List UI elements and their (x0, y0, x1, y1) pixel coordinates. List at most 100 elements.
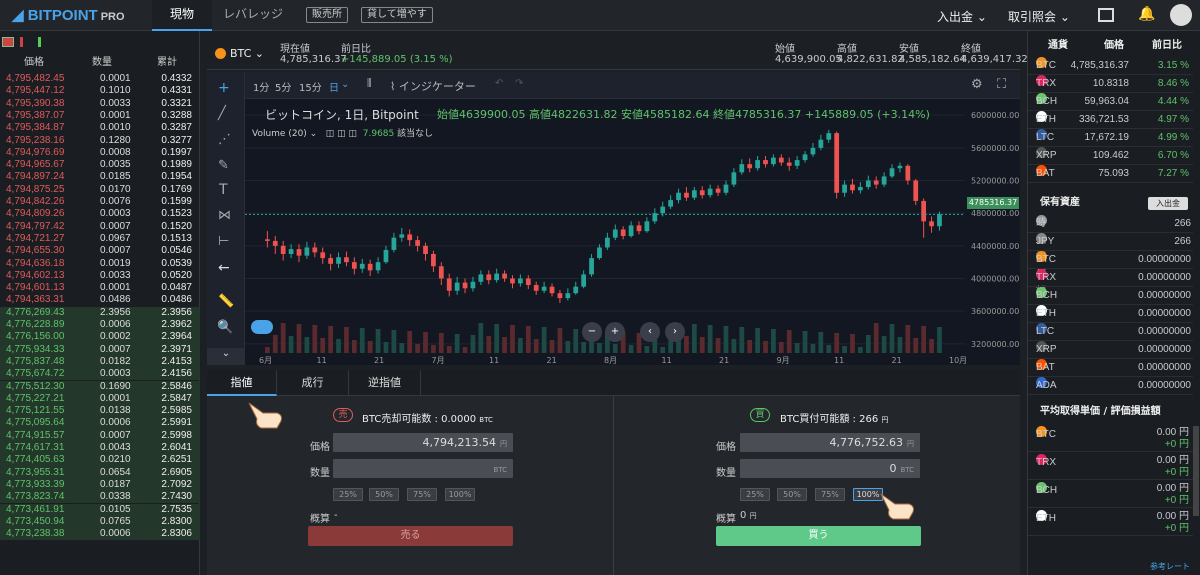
ask-row[interactable]: 4,794,842.26 0.0076 0.1599 (0, 196, 200, 209)
scroll-left-icon[interactable]: ‹ (640, 322, 660, 342)
zoom-in-icon[interactable]: + (605, 322, 625, 342)
buy-pct-50[interactable]: 50% (777, 488, 807, 501)
interval-1m[interactable]: 1分 (253, 83, 270, 94)
sell-qty-input[interactable]: BTC (333, 459, 513, 478)
buy-price-input[interactable]: 4,776,752.63 円 (740, 433, 920, 452)
rate-row[interactable]: BTC 4,785,316.37 3.15 % (1028, 57, 1193, 75)
book-sell-icon[interactable] (20, 37, 32, 47)
tab-market[interactable]: 成行 (277, 370, 349, 396)
ask-row[interactable]: 4,794,655.30 0.0007 0.0546 (0, 245, 200, 258)
sell-pct-50[interactable]: 50% (369, 488, 399, 501)
ask-row[interactable]: 4,794,965.67 0.0035 0.1989 (0, 159, 200, 172)
brush-icon[interactable]: ✎ (218, 158, 229, 173)
ask-row[interactable]: 4,794,809.26 0.0003 0.1523 (0, 208, 200, 221)
bid-row[interactable]: 4,775,934.33 0.0007 2.3971 (0, 343, 200, 356)
tab-stop[interactable]: 逆指値 (349, 370, 421, 396)
scrollbar[interactable] (1193, 426, 1199, 516)
interval-1d[interactable]: 日 (329, 83, 339, 94)
book-both-icon[interactable] (2, 37, 14, 47)
sell-price-input[interactable]: 4,794,213.54 円 (333, 433, 513, 452)
bid-row[interactable]: 4,774,915.57 0.0007 2.5998 (0, 429, 200, 442)
buy-pct-25[interactable]: 25% (740, 488, 770, 501)
history-menu[interactable]: 取引照会 ⌄ (1008, 8, 1070, 25)
ask-row[interactable]: 4,795,390.38 0.0033 0.3321 (0, 97, 200, 110)
bell-icon[interactable]: 🔔 (1138, 6, 1156, 22)
sell-pct-25[interactable]: 25% (333, 488, 363, 501)
fullscreen-icon[interactable]: ⛶ (997, 77, 1007, 92)
collapse-icon[interactable]: ⌄ (207, 348, 245, 365)
bid-row[interactable]: 4,775,512.30 0.1690 2.5846 (0, 380, 200, 393)
ask-row[interactable]: 4,794,721.27 0.0967 0.1513 (0, 232, 200, 246)
sell-pct-100[interactable]: 100% (445, 488, 475, 501)
bid-row[interactable]: 4,775,674.72 0.0003 2.4156 (0, 368, 200, 381)
ask-row[interactable]: 4,794,601.13 0.0001 0.0487 (0, 282, 200, 295)
ask-row[interactable]: 4,795,238.16 0.1280 0.3277 (0, 134, 200, 147)
ask-row[interactable]: 4,795,387.07 0.0001 0.3288 (0, 109, 200, 123)
bid-row[interactable]: 4,776,228.89 0.0006 2.3962 (0, 319, 200, 332)
rate-row[interactable]: LTC 17,672.19 4.99 % (1028, 129, 1193, 147)
asset-deposit-button[interactable]: 入出金 (1148, 197, 1188, 210)
bid-row[interactable]: 4,775,121.55 0.0138 2.5985 (0, 405, 200, 418)
undo-icon[interactable]: ↶ (495, 78, 504, 89)
redo-icon[interactable]: ↷ (515, 78, 524, 89)
tab-leverage[interactable]: レバレッジ (223, 7, 284, 21)
measure-icon[interactable]: ⊢ (218, 234, 230, 249)
buy-qty-input[interactable]: 0 BTC (740, 459, 920, 478)
bid-row[interactable]: 4,773,955.31 0.0654 2.6905 (0, 466, 200, 479)
rate-row[interactable]: BAT 75.093 7.27 % (1028, 165, 1193, 183)
zoom-out-icon[interactable]: − (582, 322, 602, 342)
ask-row[interactable]: 4,794,363.31 0.0486 0.0486 (0, 294, 200, 307)
avatar[interactable] (1170, 4, 1192, 26)
bid-row[interactable]: 4,773,461.91 0.0105 2.7535 (0, 503, 200, 516)
ask-row[interactable]: 4,794,875.25 0.0170 0.1769 (0, 183, 200, 196)
ask-row[interactable]: 4,794,976.69 0.0008 0.1997 (0, 146, 200, 160)
indicator-button[interactable]: ⌇ インジケーター (390, 78, 476, 94)
bid-row[interactable]: 4,774,617.31 0.0043 2.6041 (0, 442, 200, 455)
chart-canvas[interactable]: 6000000.00 5600000.00 5200000.00 4800000.00… (245, 99, 1020, 365)
ask-row[interactable]: 4,795,384.87 0.0010 0.3287 (0, 122, 200, 135)
fib-icon[interactable]: ⋰ (218, 132, 231, 147)
sell-button[interactable]: 売る (308, 526, 513, 546)
ruler-icon[interactable]: 📏 (218, 294, 235, 309)
rate-row[interactable]: XRP 109.462 6.70 % (1028, 147, 1193, 165)
chevron-down-icon[interactable]: ⌄ (341, 79, 350, 90)
interval-5m[interactable]: 5分 (275, 83, 292, 94)
rate-row[interactable]: BCH 59,963.04 4.44 % (1028, 93, 1193, 111)
deposit-menu[interactable]: 入出金 ⌄ (937, 8, 987, 25)
ask-row[interactable]: 4,794,797.42 0.0007 0.1520 (0, 220, 200, 233)
dealer-button[interactable]: 販売所 (306, 7, 348, 23)
sell-pct-75[interactable]: 75% (407, 488, 437, 501)
bid-row[interactable]: 4,773,933.39 0.0187 2.7092 (0, 478, 200, 492)
symbol-selector[interactable]: BTC ⌄ (215, 47, 264, 60)
price-chart[interactable]: + ╱ ⋰ ✎ T ⋈ ⊢ ← 📏 🔍 ⌄ 1分 5分 15分 日 ⌄ ⫼ ⌇ … (207, 72, 1020, 365)
bid-row[interactable]: 4,773,823.74 0.0338 2.7430 (0, 491, 200, 504)
bid-row[interactable]: 4,776,269.43 2.3956 2.3956 (0, 306, 200, 319)
tab-limit[interactable]: 指値 (207, 370, 277, 396)
bid-row[interactable]: 4,775,837.48 0.0182 2.4153 (0, 355, 200, 369)
ask-row[interactable]: 4,795,482.45 0.0001 0.4332 (0, 73, 200, 86)
rate-row[interactable]: TRX 10.8318 8.46 % (1028, 75, 1193, 93)
text-icon[interactable]: T (219, 182, 228, 198)
buy-button[interactable]: 買う (716, 526, 921, 546)
crosshair-icon[interactable]: + (218, 80, 230, 96)
bid-row[interactable]: 4,774,405.63 0.0210 2.6251 (0, 454, 200, 467)
book-buy-icon[interactable] (38, 37, 50, 47)
bid-row[interactable]: 4,773,450.94 0.0765 2.8300 (0, 515, 200, 529)
ask-row[interactable]: 4,794,897.24 0.0185 0.1954 (0, 171, 200, 184)
bid-row[interactable]: 4,773,238.38 0.0006 2.8306 (0, 528, 200, 541)
ask-row[interactable]: 4,794,636.18 0.0019 0.0539 (0, 257, 200, 270)
tab-spot[interactable]: 現物 (152, 0, 213, 31)
ask-row[interactable]: 4,794,602.13 0.0033 0.0520 (0, 269, 200, 283)
bid-row[interactable]: 4,775,227.21 0.0001 2.5847 (0, 392, 200, 406)
layout-icon[interactable] (1098, 8, 1114, 22)
settings-icon[interactable]: ⚙ (971, 77, 983, 92)
logo[interactable]: ◢ BITPOINT PRO (12, 6, 125, 24)
lending-button[interactable]: 貸して増やす (361, 7, 433, 23)
ref-rate-link[interactable]: 参考レート (1150, 562, 1190, 571)
candle-type-icon[interactable]: ⫼ (367, 78, 372, 89)
buy-pct-75[interactable]: 75% (815, 488, 845, 501)
trendline-icon[interactable]: ╱ (218, 106, 226, 121)
scroll-right-icon[interactable]: › (665, 322, 685, 342)
interval-15m[interactable]: 15分 (299, 83, 322, 94)
bid-row[interactable]: 4,776,156.00 0.0002 2.3964 (0, 331, 200, 344)
